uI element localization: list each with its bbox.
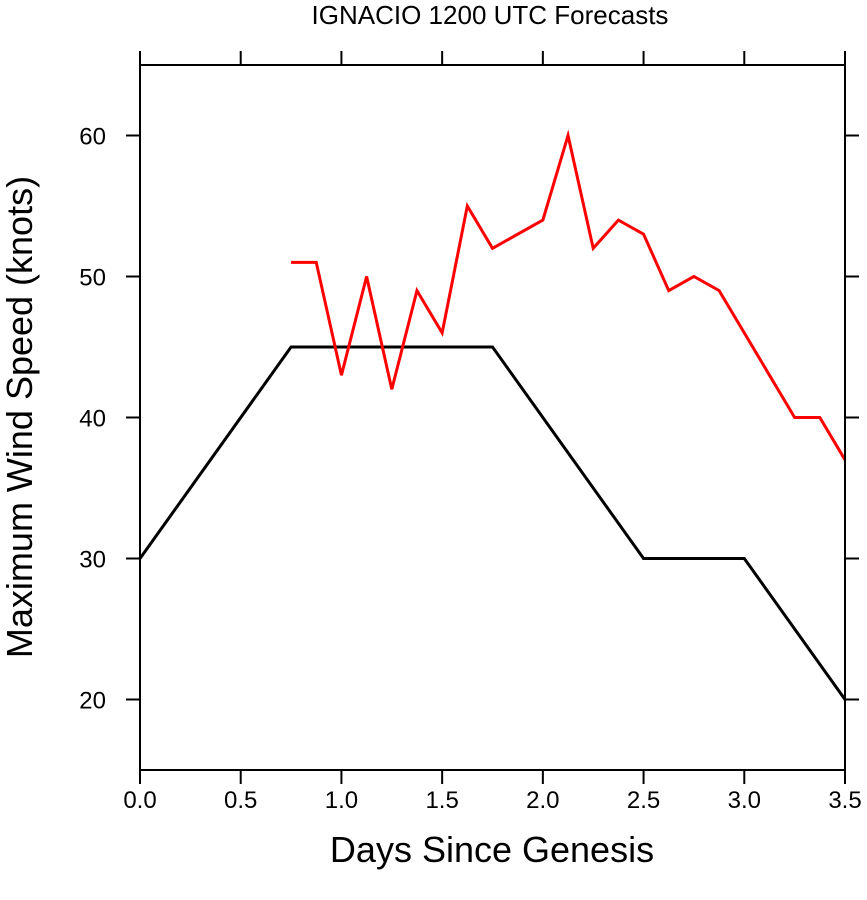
x-tick-label: 0.0: [123, 787, 156, 814]
y-tick-label: 30: [79, 547, 106, 574]
x-axis: 0.0 0.5 1.0 1.5 2.0 2.5 3.0 3.5: [123, 51, 862, 814]
x-tick-label: 2.0: [526, 787, 559, 814]
series-line-2: [291, 129, 847, 461]
series-line-1: [138, 345, 847, 701]
y-tick-label: 20: [79, 688, 106, 715]
y-tick-label: 50: [79, 265, 106, 292]
x-tick-label: 0.5: [224, 787, 257, 814]
y-tick-label: 60: [79, 124, 106, 151]
series-layer: [138, 129, 847, 701]
x-tick-label: 2.5: [627, 787, 660, 814]
x-tick-label: 3.5: [828, 787, 861, 814]
y-axis: 20 30 40 50 60: [79, 124, 859, 715]
x-tick-label: 1.0: [325, 787, 358, 814]
chart-title: IGNACIO 1200 UTC Forecasts: [312, 0, 669, 30]
x-axis-title: Days Since Genesis: [330, 829, 654, 870]
x-tick-label: 1.5: [425, 787, 458, 814]
y-axis-title: Maximum Wind Speed (knots): [0, 176, 40, 658]
y-tick-label: 40: [79, 406, 106, 433]
x-tick-label: 3.0: [728, 787, 761, 814]
plot-frame: [139, 64, 846, 771]
